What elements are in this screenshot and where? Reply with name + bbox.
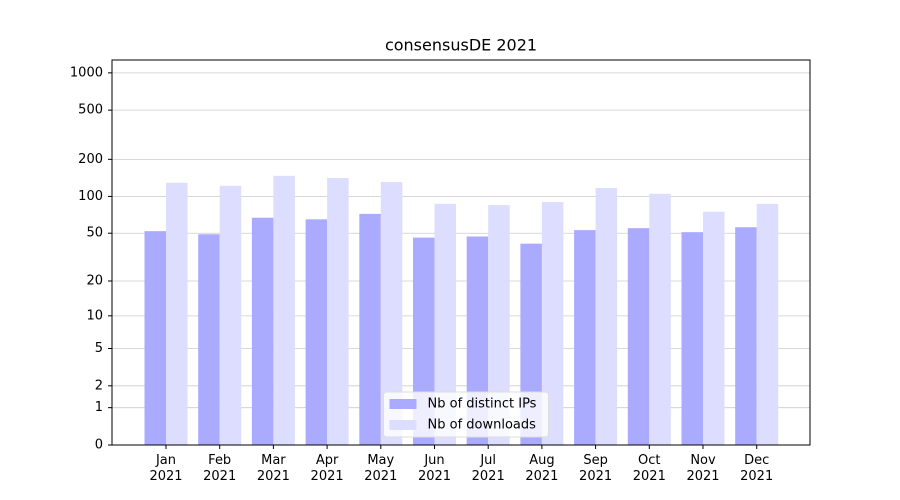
y-tick-label: 50 [86, 226, 103, 241]
y-tick-label: 500 [78, 103, 103, 118]
legend-label: Nb of distinct IPs [428, 397, 537, 412]
bar [251, 217, 274, 445]
y-tick-label: 200 [78, 152, 103, 167]
x-tick-label: Nov 2021 [686, 453, 720, 484]
y-tick-label: 10 [86, 308, 103, 323]
bar [144, 231, 166, 445]
bar [434, 203, 456, 445]
x-tick-label: Jul 2021 [471, 453, 505, 484]
plot-frame [111, 59, 811, 446]
bar [541, 202, 564, 445]
bar [219, 185, 242, 446]
bar [305, 219, 328, 445]
bar [574, 230, 596, 445]
legend-swatch [389, 420, 417, 430]
y-tick-label: 2 [95, 378, 103, 393]
bar [735, 227, 757, 445]
x-tick-label: Jun 2021 [417, 453, 452, 484]
x-tick-label: Apr 2021 [310, 453, 344, 484]
x-tick-label: Mar 2021 [256, 453, 290, 484]
y-tick-label: 1 [95, 400, 103, 415]
y-tick-label: 5 [95, 341, 103, 356]
bar [327, 178, 349, 446]
bar [273, 175, 295, 445]
y-tick-label: 0 [95, 438, 103, 453]
x-tick-label: Dec 2021 [740, 453, 774, 484]
x-tick-label: Sep 2021 [579, 453, 613, 484]
bar [166, 182, 188, 445]
bar [198, 234, 220, 445]
x-tick-label: Aug 2021 [525, 453, 559, 484]
bar [681, 232, 703, 445]
bar [359, 213, 381, 445]
bar [380, 181, 403, 445]
bar [627, 228, 650, 445]
chart-title: consensusDE 2021 [385, 36, 537, 55]
x-tick-label: Jan 2021 [149, 453, 183, 484]
y-tick-label: 100 [78, 189, 103, 204]
x-tick-label: Oct 2021 [632, 453, 666, 484]
bar [703, 211, 725, 445]
y-tick-label: 20 [86, 274, 103, 289]
legend-label: Nb of downloads [428, 418, 537, 433]
y-tick-label: 1000 [70, 65, 103, 80]
bar [488, 205, 510, 445]
bar [649, 193, 671, 445]
bar [756, 203, 779, 445]
x-tick-label: May 2021 [364, 453, 398, 484]
legend-swatch [389, 399, 417, 409]
legend-box [383, 391, 549, 438]
bar [595, 188, 618, 445]
x-tick-label: Feb 2021 [203, 453, 237, 484]
